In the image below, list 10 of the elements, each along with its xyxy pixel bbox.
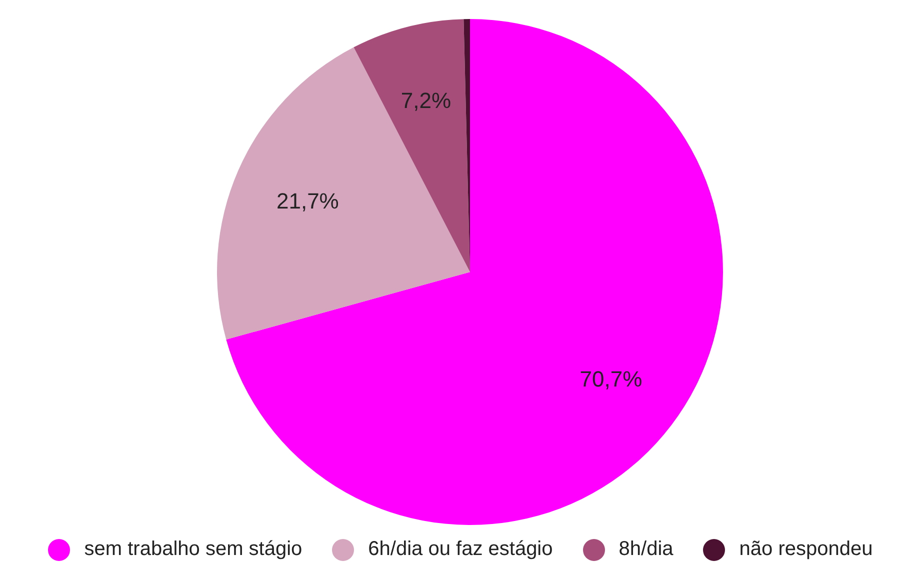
pie-slice: [226, 19, 723, 525]
pie-slice: [217, 47, 470, 340]
legend-label: 6h/dia ou faz estágio: [368, 538, 553, 561]
legend-label: não respondeu: [739, 538, 873, 561]
data-label: 7,2%: [400, 88, 452, 113]
legend-label: sem trabalho sem stágio: [84, 538, 302, 561]
pie-slice: [354, 19, 470, 272]
data-label: 70,7%: [580, 366, 642, 392]
data-label: 21,7%: [276, 188, 339, 214]
legend-label: 8h/dia: [618, 538, 674, 561]
